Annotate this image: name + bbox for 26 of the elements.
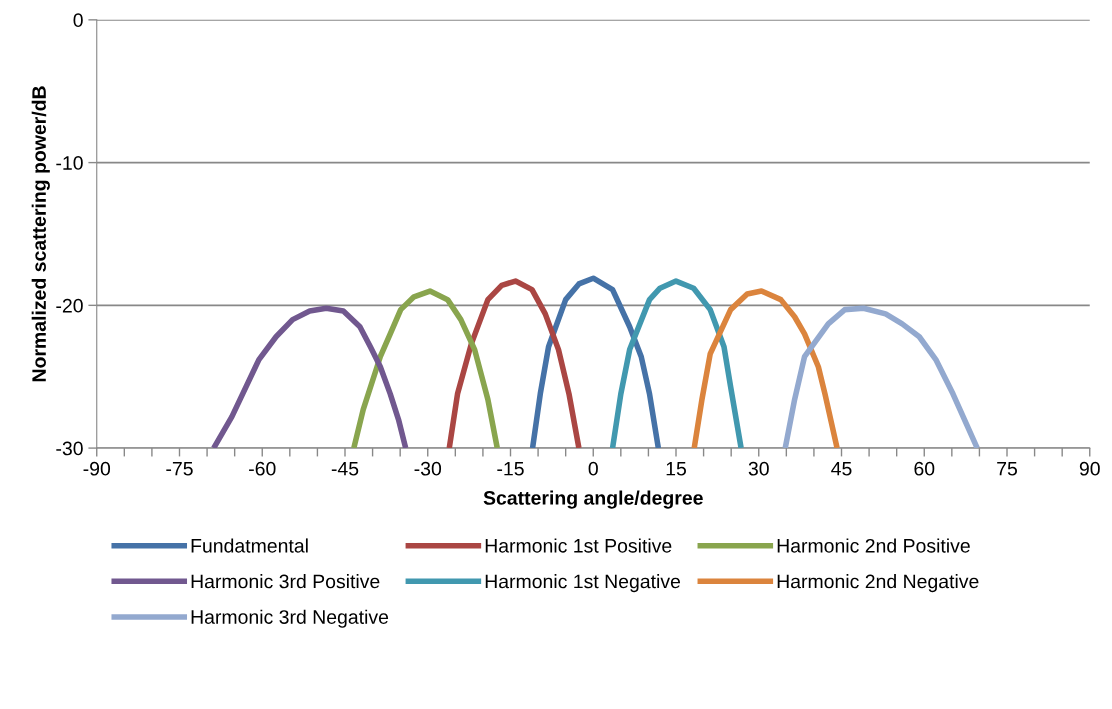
x-tick-label: 60 [914,461,935,476]
y-tick-label: -30 [56,441,83,456]
x-tick-label: -45 [331,462,359,476]
x-tick-label: 45 [831,462,852,476]
legend-label: Harmonic 3rd Positive [191,574,380,589]
y-tick-label: -10 [56,156,83,170]
y-axis-title: Normalized scattering power/dB [31,86,50,382]
legend-label: Harmonic 2nd Negative [777,574,979,593]
x-tick-label: 30 [748,461,769,476]
x-tick-label: -60 [249,461,276,476]
legend-label: Harmonic 3rd Negative [191,609,389,628]
y-tick-label: 0 [73,13,83,28]
y-tick-label: -20 [56,298,83,313]
legend-label: Fundatmental [191,538,308,553]
x-tick-label: 90 [1079,461,1100,476]
legend-label: Harmonic 1st Positive [485,538,672,553]
x-tick-label: 15 [666,462,686,476]
legend-label: Harmonic 2nd Positive [777,538,970,553]
x-tick-label: -15 [497,462,524,476]
x-tick-label: -75 [166,462,193,476]
x-tick-label: -30 [414,461,442,476]
x-tick-label: 0 [588,461,598,476]
legend-label: Harmonic 1st Negative [485,574,681,593]
x-tick-label: 75 [997,462,1018,476]
x-tick-label: -90 [83,461,111,476]
x-axis-title: Scattering angle/degree [483,490,703,509]
